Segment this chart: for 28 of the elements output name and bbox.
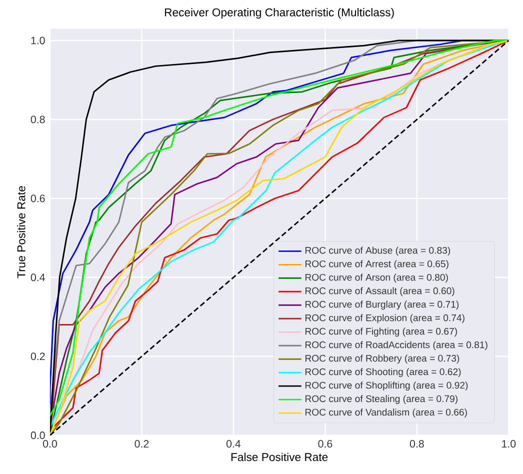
- legend-label: ROC curve of Abuse (area = 0.83): [305, 246, 450, 256]
- y-tick-label: 1.0: [31, 36, 45, 44]
- legend-label: ROC curve of Arrest (area = 0.65): [305, 260, 448, 270]
- chart-title: Receiver Operating Characteristic (Multiclass): [165, 8, 394, 19]
- legend-label: ROC curve of RoadAccidents (area = 0.81): [305, 341, 488, 350]
- legend-label: ROC curve of Assault (area = 0.60): [305, 287, 454, 296]
- legend-label: ROC curve of Robbery (area = 0.73): [305, 354, 460, 364]
- x-axis-title: False Positive Rate: [231, 452, 328, 462]
- x-tick-label: 0.6: [318, 440, 332, 448]
- y-tick-label: 0.0: [30, 432, 45, 440]
- x-tick-label: 0.4: [226, 440, 241, 448]
- legend-label: ROC curve of Vandalism (area = 0.66): [305, 408, 467, 418]
- x-tick-label: 0.2: [134, 440, 149, 448]
- legend-label: ROC curve of Explosion (area = 0.74): [305, 314, 464, 324]
- y-tick-label: 0.2: [30, 352, 45, 360]
- y-tick-label: 0.8: [30, 116, 45, 124]
- legend-label: ROC curve of Fighting (area = 0.67): [305, 328, 457, 337]
- legend-label: ROC curve of Arson (area = 0.80): [305, 274, 448, 283]
- y-axis-title: True Positive Rate: [16, 186, 26, 278]
- legend-label: ROC curve of Stealing (area = 0.79): [305, 395, 458, 404]
- y-tick-label: 0.6: [30, 194, 45, 202]
- legend-label: ROC curve of Shoplifting (area = 0.92): [305, 382, 468, 391]
- x-tick-label: 0.8: [410, 440, 424, 448]
- legend-label: ROC curve of Shooting (area = 0.62): [305, 368, 461, 378]
- x-tick-label: 0.0: [43, 440, 58, 448]
- legend-label: ROC curve of Burglary (area = 0.71): [305, 300, 459, 310]
- y-tick-label: 0.4: [30, 274, 45, 282]
- x-tick-label: 1.0: [502, 440, 516, 448]
